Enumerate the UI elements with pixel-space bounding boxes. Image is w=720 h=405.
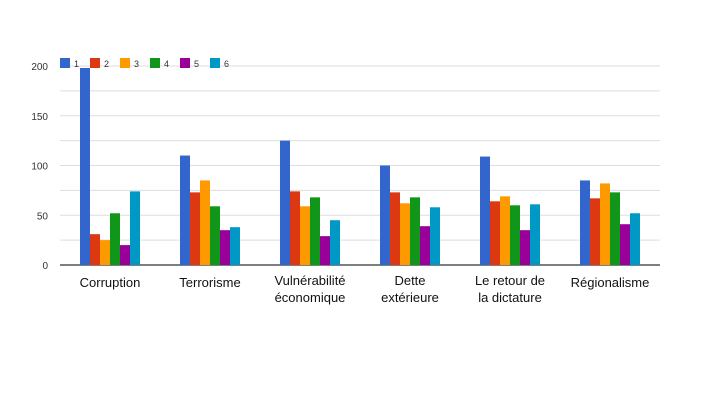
legend-swatch-2 [90, 58, 100, 68]
bar-series-3-1 [200, 180, 210, 265]
legend-label: 3 [134, 59, 139, 69]
legend-label: 4 [164, 59, 169, 69]
category-label: Corruption [80, 275, 141, 290]
y-tick-label: 150 [31, 112, 48, 123]
bar-series-5-4 [520, 230, 530, 265]
bar-series-3-4 [500, 196, 510, 265]
bar-series-3-2 [300, 206, 310, 265]
category-label: économique [275, 290, 346, 305]
legend-label: 6 [224, 59, 229, 69]
legend-label: 1 [74, 59, 79, 69]
bar-series-1-3 [380, 165, 390, 265]
bar-series-3-0 [100, 240, 110, 265]
category-label: Le retour de [475, 273, 545, 288]
bar-series-4-2 [310, 197, 320, 265]
y-tick-label: 200 [31, 62, 48, 73]
category-label: extérieure [381, 290, 439, 305]
legend-swatch-5 [180, 58, 190, 68]
category-label: la dictature [478, 290, 542, 305]
bar-series-6-5 [630, 213, 640, 265]
bar-series-5-5 [620, 224, 630, 265]
bar-series-5-1 [220, 230, 230, 265]
legend-label: 2 [104, 59, 109, 69]
bar-series-1-2 [280, 140, 290, 265]
bar-series-6-1 [230, 227, 240, 265]
bar-series-2-4 [490, 201, 500, 265]
bar-series-6-3 [430, 207, 440, 265]
bar-series-6-4 [530, 204, 540, 265]
bar-series-5-3 [420, 226, 430, 265]
bar-series-4-3 [410, 197, 420, 265]
category-label: Terrorisme [179, 275, 240, 290]
bar-series-1-0 [80, 67, 90, 266]
bar-series-4-0 [110, 213, 120, 265]
bar-series-3-5 [600, 183, 610, 265]
bar-series-3-3 [400, 203, 410, 265]
bar-series-1-1 [180, 155, 190, 265]
bar-series-1-4 [480, 156, 490, 265]
legend-swatch-3 [120, 58, 130, 68]
bar-series-2-5 [590, 198, 600, 265]
legend-swatch-6 [210, 58, 220, 68]
bar-series-2-3 [390, 192, 400, 265]
category-label: Régionalisme [571, 275, 650, 290]
bar-series-4-4 [510, 205, 520, 265]
y-tick-label: 100 [31, 162, 48, 173]
y-tick-label: 50 [37, 211, 49, 222]
bar-series-2-2 [290, 191, 300, 265]
category-label: Vulnérabilité [274, 273, 345, 288]
y-tick-label: 0 [42, 261, 48, 272]
bar-series-6-0 [130, 191, 140, 265]
legend-swatch-4 [150, 58, 160, 68]
bar-series-5-2 [320, 236, 330, 265]
bar-series-5-0 [120, 245, 130, 265]
category-label: Dette [394, 273, 425, 288]
bar-series-1-5 [580, 180, 590, 265]
bar-series-6-2 [330, 220, 340, 265]
bar-series-2-0 [90, 234, 100, 265]
bar-series-2-1 [190, 192, 200, 265]
bar-series-4-5 [610, 192, 620, 265]
legend-label: 5 [194, 59, 199, 69]
bar-series-4-1 [210, 206, 220, 265]
legend-swatch-1 [60, 58, 70, 68]
